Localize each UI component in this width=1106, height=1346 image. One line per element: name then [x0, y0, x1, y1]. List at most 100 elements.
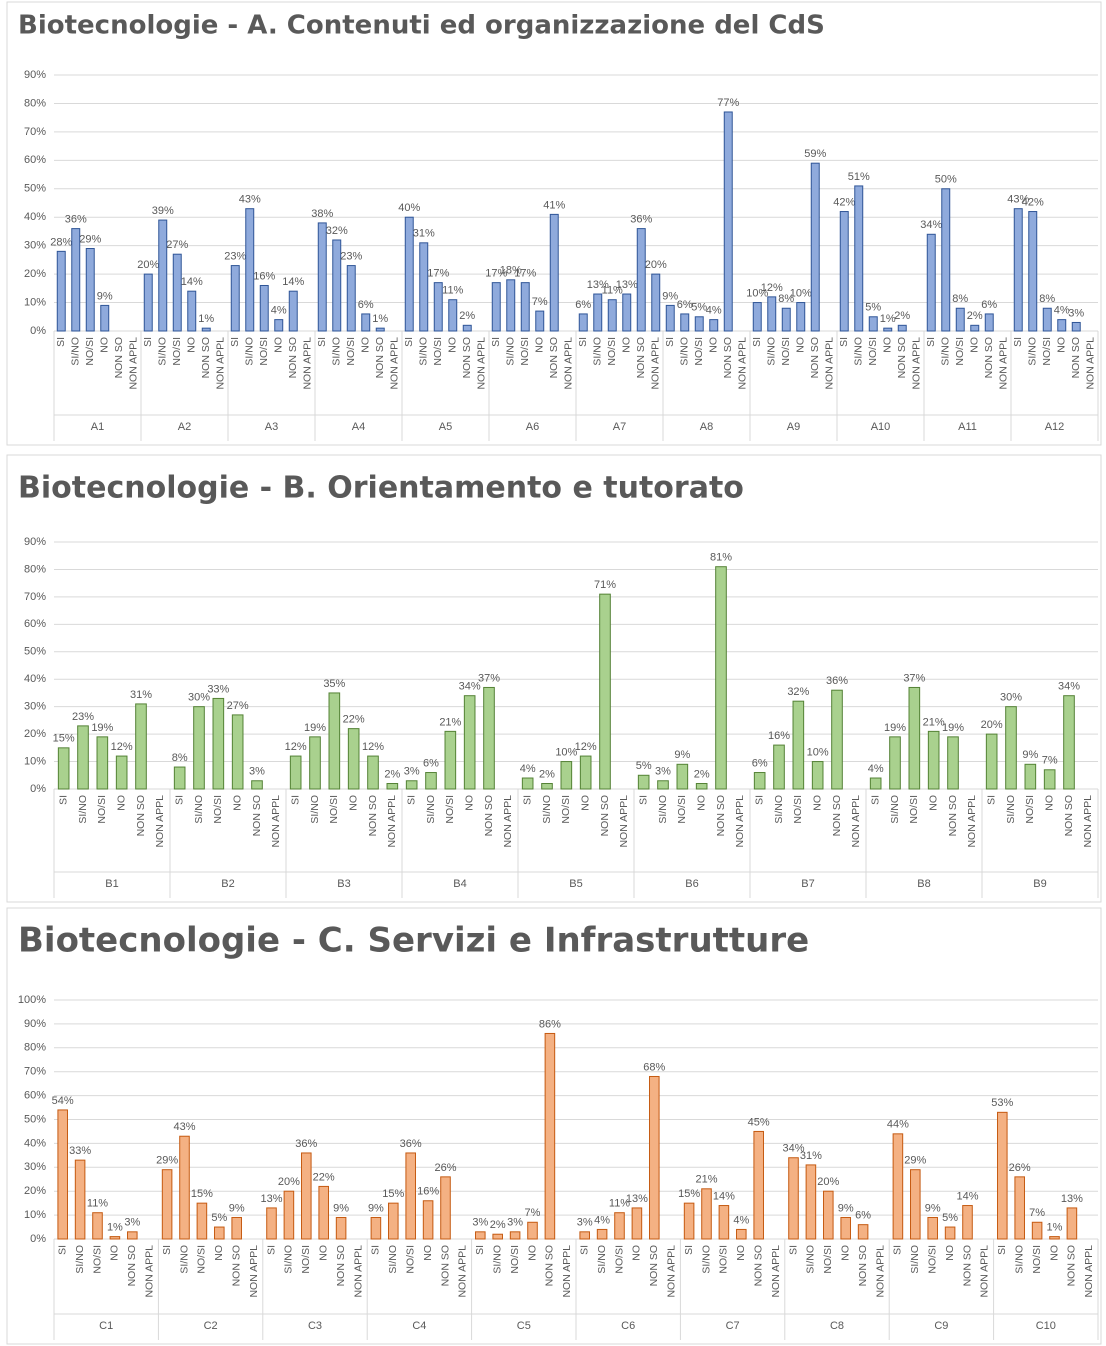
data-label: 6%: [575, 299, 591, 311]
data-label: 4%: [733, 1214, 749, 1226]
bar: [173, 766, 186, 790]
group-label: B8: [917, 878, 930, 890]
data-label: 14%: [956, 1190, 978, 1202]
x-tick-label: SI/NO: [77, 795, 89, 824]
bar: [767, 296, 777, 332]
bar: [85, 248, 95, 332]
bar: [810, 162, 820, 332]
x-tick-label: SI: [161, 1245, 173, 1255]
x-tick-label: NO: [447, 337, 459, 353]
x-tick-label: NON SO: [287, 337, 299, 378]
bar: [955, 307, 965, 332]
y-tick-label: 30%: [24, 701, 46, 713]
group-label: A5: [439, 421, 452, 433]
y-tick-label: 80%: [24, 97, 46, 109]
data-label: 19%: [304, 722, 326, 734]
x-tick-label: NO: [631, 1245, 643, 1261]
bar: [736, 1228, 747, 1240]
x-tick-label: NO/SI: [328, 795, 340, 824]
data-label: 19%: [91, 722, 113, 734]
x-tick-label: NON APPL: [1083, 1245, 1095, 1298]
x-tick-label: NO/SI: [867, 337, 879, 366]
group-label: A1: [91, 421, 104, 433]
x-tick-label: NO: [109, 1245, 121, 1261]
x-tick-label: SI: [142, 337, 154, 347]
bar: [1013, 208, 1023, 332]
x-tick-label: SI/NO: [766, 337, 778, 366]
x-tick-label: NON SO: [809, 337, 821, 378]
data-label: 5%: [211, 1212, 227, 1224]
x-tick-label: NO: [811, 795, 823, 811]
bar: [541, 783, 553, 790]
data-label: 9%: [662, 290, 678, 302]
x-tick-label: NO: [695, 795, 707, 811]
group-label: B9: [1033, 878, 1046, 890]
data-label: 15%: [191, 1188, 213, 1200]
data-label: 13%: [616, 279, 638, 291]
bar: [622, 293, 632, 332]
x-tick-label: NO: [422, 1245, 434, 1261]
bar: [694, 316, 704, 332]
x-tick-label: NO/SI: [926, 1245, 938, 1274]
x-tick-label: NO/SI: [792, 795, 804, 824]
bar: [347, 728, 360, 790]
data-label: 32%: [787, 686, 809, 698]
x-tick-label: NO/SI: [509, 1245, 521, 1274]
bar: [57, 1109, 68, 1240]
data-label: 12%: [575, 741, 597, 753]
group-label: B1: [105, 878, 118, 890]
x-tick-label: SI/NO: [940, 337, 952, 366]
bar: [657, 780, 669, 790]
data-label: 7%: [532, 296, 548, 308]
y-tick-label: 10%: [24, 1209, 46, 1221]
data-label: 12%: [111, 741, 133, 753]
x-tick-label: SI: [925, 337, 937, 347]
bar: [370, 1216, 382, 1240]
x-tick-label: NON SO: [1070, 337, 1082, 378]
data-label: 35%: [323, 678, 345, 690]
x-tick-label: SI/NO: [74, 1245, 86, 1274]
bar: [289, 755, 302, 790]
data-label: 3%: [472, 1217, 488, 1229]
bar: [509, 1231, 521, 1240]
x-tick-label: SI: [265, 1245, 277, 1255]
x-tick-label: NON APPL: [1085, 337, 1097, 390]
group-label: C2: [204, 1320, 218, 1332]
x-tick-label: SI/NO: [805, 1245, 817, 1274]
data-label: 20%: [981, 719, 1003, 731]
bar: [71, 228, 81, 332]
x-tick-label: NON SO: [896, 337, 908, 378]
data-label: 4%: [706, 305, 722, 317]
y-tick-label: 50%: [24, 183, 46, 195]
group-label: C10: [1036, 1320, 1056, 1332]
data-label: 11%: [442, 285, 463, 297]
data-label: 8%: [952, 293, 968, 305]
data-label: 26%: [434, 1162, 456, 1174]
x-tick-label: SI/NO: [331, 337, 343, 366]
x-tick-label: NO/SI: [519, 337, 531, 366]
x-tick-label: SI/NO: [1005, 795, 1017, 824]
y-tick-label: 90%: [24, 69, 46, 81]
bar: [544, 1032, 556, 1240]
x-tick-label: NO: [735, 1245, 747, 1261]
bar: [405, 1152, 416, 1240]
data-label: 13%: [626, 1193, 648, 1205]
x-tick-label: NON SO: [715, 795, 727, 836]
x-tick-label: SI/NO: [178, 1245, 190, 1274]
data-label: 27%: [227, 700, 249, 712]
bar: [462, 324, 472, 332]
bar: [367, 755, 379, 790]
x-tick-label: NON SO: [548, 337, 560, 378]
x-tick-label: NON SO: [1066, 1245, 1078, 1286]
x-tick-label: SI: [405, 795, 417, 805]
x-tick-label: NON APPL: [143, 1245, 155, 1298]
bar: [997, 1111, 1008, 1240]
group-label: B2: [221, 878, 234, 890]
x-tick-label: SI: [753, 795, 765, 805]
bar: [631, 1207, 643, 1240]
x-tick-label: SI/NO: [1013, 1245, 1025, 1274]
data-label: 12%: [362, 741, 384, 753]
x-tick-label: NON APPL: [476, 337, 488, 390]
data-label: 30%: [188, 692, 210, 704]
